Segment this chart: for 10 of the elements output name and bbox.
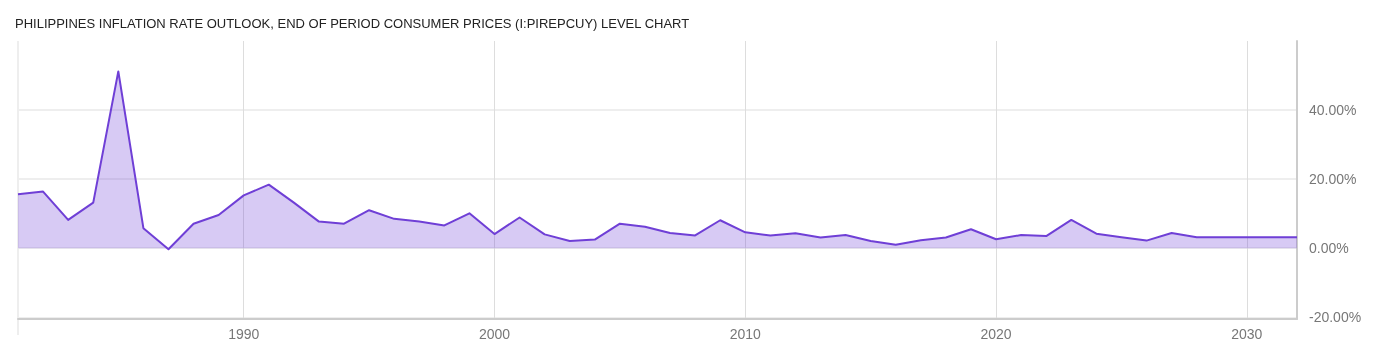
x-tick-label: 2020 bbox=[980, 326, 1012, 342]
y-tick-label: 40.00% bbox=[1309, 102, 1357, 119]
y-tick-label: 20.00% bbox=[1309, 171, 1357, 188]
x-tick-label: 2010 bbox=[729, 326, 762, 342]
y-tick-label: -20.00% bbox=[1309, 309, 1362, 326]
chart-title: PHILIPPINES INFLATION RATE OUTLOOK, END OF PERIOD CONSUMER PRICES (I:PIREPCUY) LEVEL CHART bbox=[15, 16, 690, 31]
y-tick-label: 0.00% bbox=[1309, 240, 1349, 257]
x-tick-label: 2030 bbox=[1231, 326, 1263, 342]
x-tick-label: 1990 bbox=[228, 326, 260, 342]
x-tick-label: 2000 bbox=[478, 326, 511, 342]
